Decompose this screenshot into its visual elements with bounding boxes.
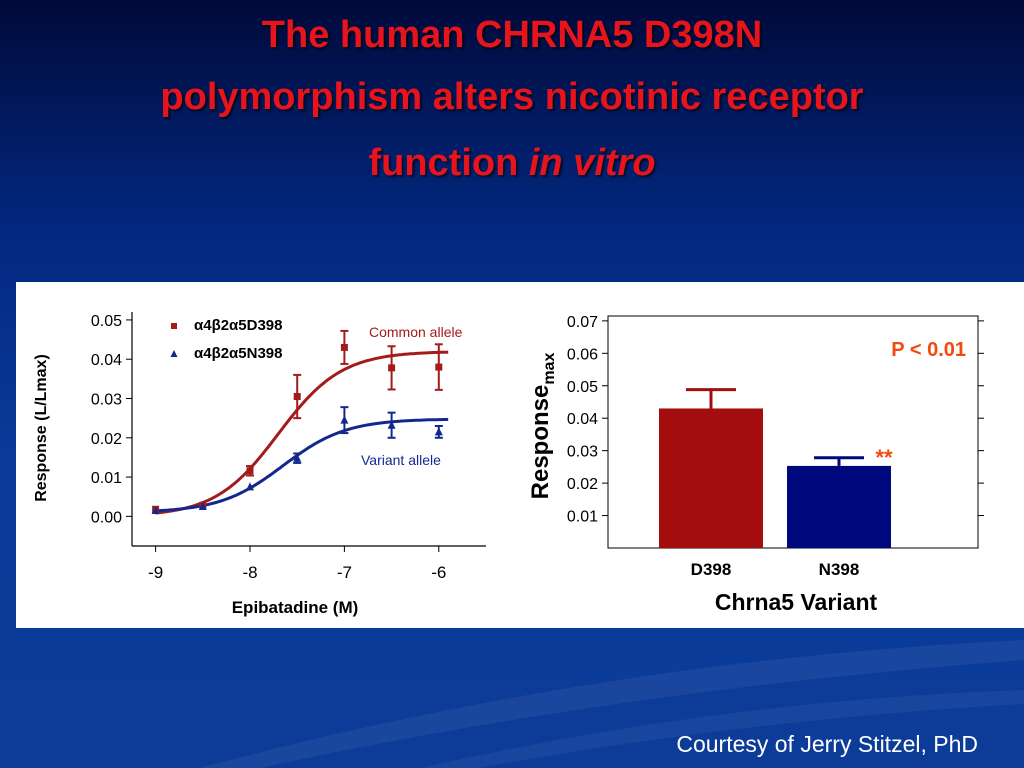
y-tick-label: 0.01 (567, 509, 598, 526)
x-axis-label: Chrna5 Variant (715, 589, 878, 615)
x-tick-label: -7 (337, 563, 352, 582)
bar-chart: 0.01 0.02 0.03 0.04 0.05 0.06 0.07 D398 N398 Chrn… (527, 314, 984, 615)
bar-d398 (659, 408, 763, 548)
data-point-n398 (293, 453, 302, 462)
data-point-d398 (246, 467, 254, 475)
data-point-n398 (246, 482, 254, 491)
slide-title: The human CHRNA5 D398N polymorphism alte… (0, 4, 1024, 194)
y-tick-label: 0.04 (567, 411, 598, 428)
title-line-3-prefix: function (368, 142, 529, 184)
significance-stars: ** (875, 445, 893, 470)
dose-response-chart: 0.00 0.01 0.02 0.03 0.04 0.05 -9 -8 -7 -6 Epibatad… (33, 312, 486, 617)
bar-n398 (787, 465, 891, 548)
y-tick-label: 0.07 (567, 314, 598, 331)
y-tick-label: 0.01 (91, 470, 122, 487)
y-tick-label: 0.02 (567, 476, 598, 493)
data-point-n398 (434, 427, 443, 436)
y-tick-label: 0.06 (567, 346, 598, 363)
data-point-d398 (388, 364, 396, 372)
y-tick-label: 0.03 (91, 392, 122, 409)
y-axis-label: Responsemax (527, 353, 558, 500)
data-point-d398 (340, 343, 348, 351)
title-line-1: The human CHRNA5 D398N (261, 14, 763, 56)
data-point-n398 (151, 505, 160, 514)
y-tick-label: 0.05 (567, 379, 598, 396)
y-tick-label: 0.04 (91, 352, 122, 369)
p-value-annotation: P < 0.01 (891, 339, 966, 361)
data-point-n398 (340, 415, 349, 424)
data-point-d398 (435, 363, 443, 371)
x-axis-label: Epibatadine (M) (232, 598, 359, 617)
title-line-3-italic: in vitro (528, 142, 656, 184)
annotation-common-allele: Common allele (369, 324, 463, 340)
y-axis-label-main: Response (527, 385, 554, 500)
x-tick-label: -6 (431, 563, 446, 582)
y-tick-label: 0.03 (567, 444, 598, 461)
legend-marker-triangle (170, 350, 178, 357)
category-label: D398 (691, 560, 732, 579)
legend-label: α4β2α5N398 (194, 345, 282, 362)
credit-text: Courtesy of Jerry Stitzel, PhD (676, 731, 978, 757)
legend-label: α4β2α5D398 (194, 317, 282, 334)
legend-marker-square (171, 323, 177, 329)
title-line-3: function in vitro (0, 132, 1024, 194)
annotation-variant-allele: Variant allele (361, 452, 441, 468)
y-axis-label-sub: max (541, 353, 558, 385)
y-axis-label: Response (L/Lmax) (33, 354, 50, 502)
data-point-n398 (198, 502, 207, 511)
figure-panel: 0.00 0.01 0.02 0.03 0.04 0.05 -9 -8 -7 -6 Epibatad… (16, 282, 1024, 628)
x-tick-label: -9 (148, 563, 163, 582)
y-tick-label: 0.00 (91, 509, 122, 526)
x-tick-label: -8 (242, 563, 257, 582)
category-label: N398 (819, 560, 860, 579)
y-tick-label: 0.02 (91, 431, 122, 448)
data-point-d398 (293, 393, 301, 401)
y-tick-label: 0.05 (91, 313, 122, 330)
title-line-2: polymorphism alters nicotinic receptor (160, 76, 864, 118)
data-point-n398 (387, 420, 396, 429)
fit-curve-d398 (155, 350, 449, 515)
